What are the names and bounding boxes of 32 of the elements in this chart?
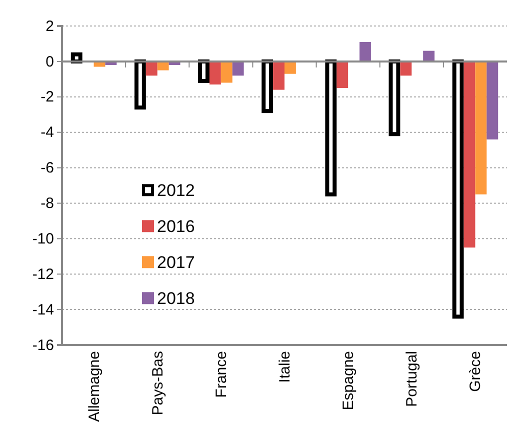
y-tick-label: -6 [40, 160, 54, 177]
bar [157, 61, 169, 70]
bar [400, 61, 412, 76]
y-tick-label: 0 [46, 53, 54, 70]
legend-label: 2017 [157, 253, 195, 272]
x-tick-label: Pays-Bas [149, 351, 166, 416]
x-tick-label: France [212, 351, 230, 398]
y-tick-label: -14 [32, 301, 54, 318]
y-tick-label: -12 [32, 266, 54, 283]
y-tick-label: -8 [40, 195, 54, 212]
y-tick-label: -2 [40, 88, 54, 106]
y-tick-label: -10 [32, 230, 54, 248]
bar [284, 61, 296, 74]
bar [423, 50, 435, 62]
legend-label: 2016 [157, 217, 195, 236]
y-tick-label: -4 [40, 124, 54, 142]
y-tick-label: -16 [32, 336, 54, 354]
legend-label: 2018 [157, 289, 195, 308]
bar [336, 61, 348, 88]
x-tick-label: Allemagne [86, 351, 103, 422]
bar [486, 61, 498, 140]
legend-label: 2012 [157, 181, 195, 200]
y-tick-label: 2 [46, 18, 54, 35]
bar [220, 61, 232, 83]
x-tick-label: Portugal [404, 351, 421, 407]
x-tick-label: Italie [276, 351, 294, 383]
x-tick-label: Grèce [467, 351, 484, 392]
bar [232, 61, 244, 76]
bar [475, 61, 487, 194]
bar [146, 61, 158, 76]
x-tick-label: Espagne [340, 351, 358, 410]
bar [360, 42, 371, 62]
